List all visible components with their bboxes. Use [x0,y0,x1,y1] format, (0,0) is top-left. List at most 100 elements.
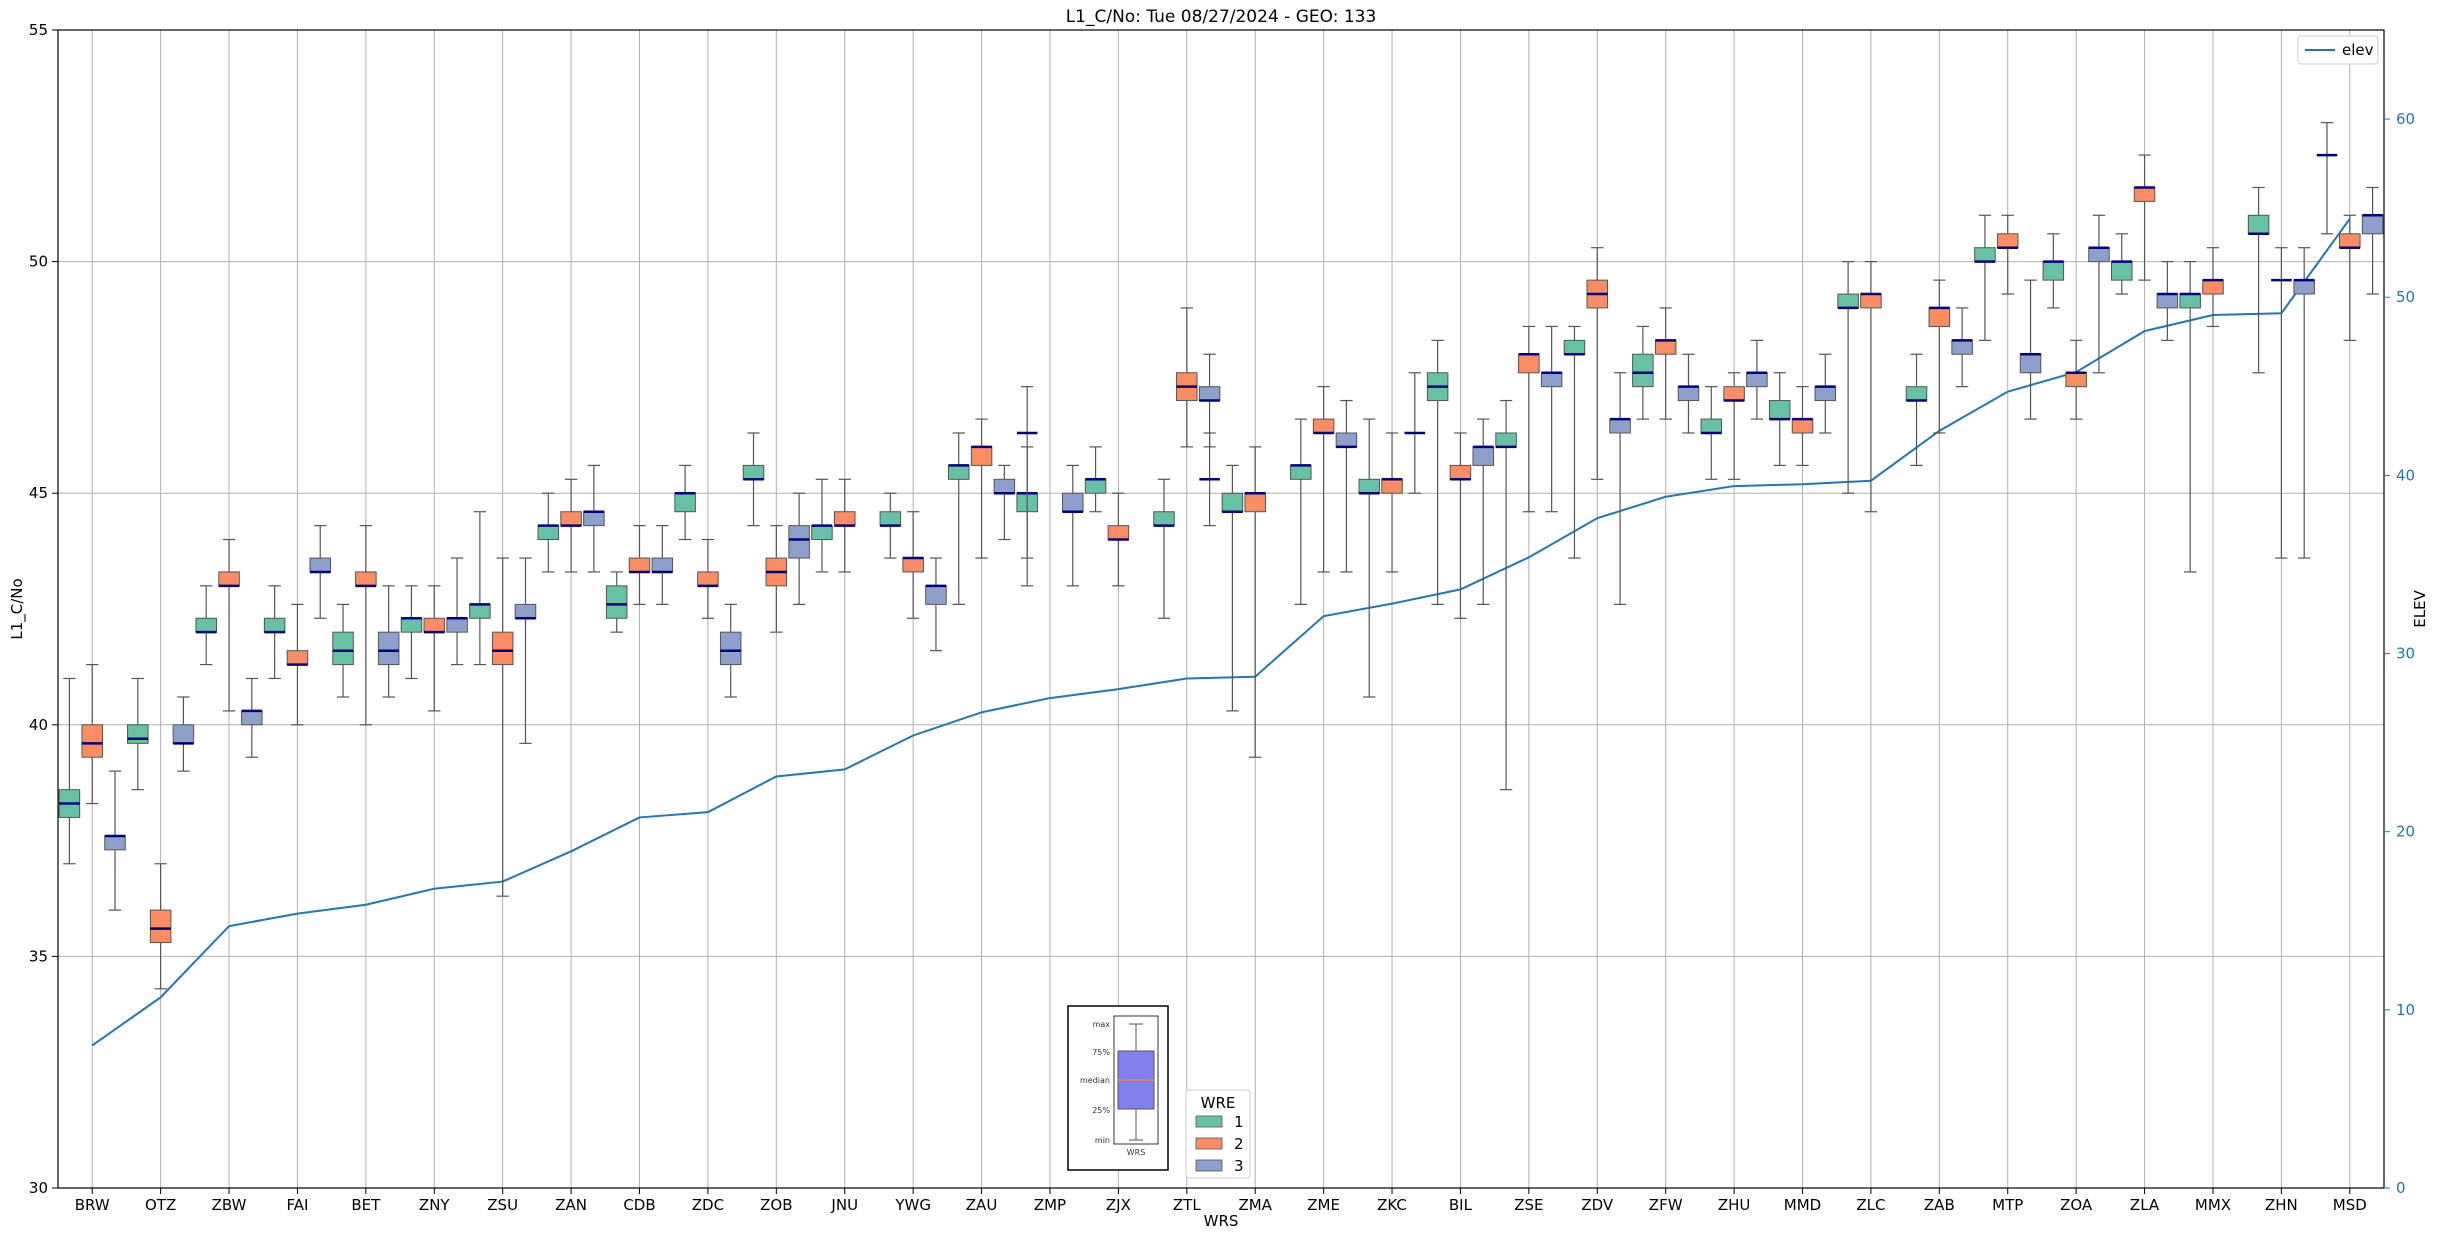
wre-legend-frame [1185,1089,1251,1179]
wre-legend-swatch [1195,1159,1223,1172]
x-tick-label: ZDC [692,1196,724,1214]
box-s2-body [423,617,446,633]
x-tick-label: ZTL [1173,1196,1201,1214]
x-tick-label: ZSE [1514,1196,1543,1214]
x-tick-label: ZNY [419,1196,450,1214]
elev-legend-frame [2297,35,2379,65]
box-s1-body [1563,339,1586,355]
box-s3-body [2019,353,2042,374]
wre-legend-label: 3 [1234,1157,1244,1175]
x-tick-label: BRW [75,1196,110,1214]
y2-axis-label: ELEV [2411,589,2429,627]
box-s2-body [560,511,582,527]
box-s3-body [446,617,468,633]
x-tick-label: ZHU [1718,1196,1751,1214]
box-s3-body [719,631,742,666]
x-tick-label: MSD [2333,1196,2367,1214]
box-s2-body [81,724,103,758]
x-tick-label: ZKC [1377,1196,1407,1214]
box-s3-body [1540,372,1563,388]
box-s3-body [583,511,605,527]
box-s1-body [605,585,628,619]
x-tick-label: ZME [1307,1196,1340,1214]
box-s1-body [1768,400,1791,420]
box-s3-body [925,585,947,605]
box-s2-body [1928,307,1951,327]
box-s1-body [1495,432,1517,448]
box-s1-body [263,617,286,633]
x-tick-label: OTZ [145,1196,176,1214]
x-tick-label: JNU [830,1196,858,1214]
box-s2-body [2065,372,2087,388]
x-tick-label: ZDV [1581,1196,1614,1214]
box-s2-body [902,557,924,573]
wre-legend-label: 2 [1234,1135,1244,1153]
x-tick-label: ZAB [1924,1196,1955,1214]
box-s1-body [1700,418,1723,434]
box-s2-body [1449,464,1472,480]
x-tick-label: BET [351,1196,381,1214]
box-s2-body [970,446,993,466]
box-s3-body [2361,214,2384,235]
box-s1-body [1905,386,1928,402]
box-s3-body [104,835,126,851]
key-label: 25% [1092,1106,1110,1115]
y-axis-label: L1_C/No [8,578,27,639]
y-tick-label: 40 [29,716,48,734]
x-tick-label: ZOB [760,1196,792,1214]
x-tick-label: MMX [2195,1196,2231,1214]
box-s3-body [651,557,674,573]
box-s2-body [2133,186,2156,202]
key-caption: WRS [1127,1148,1146,1157]
box-s2-body [218,571,240,587]
box-s2-body [1654,339,1677,355]
box-s2-body [1244,492,1266,513]
box-s2-body [1107,525,1130,541]
x-tick-label: BIL [1449,1196,1473,1214]
box-s3-body [1335,432,1358,448]
wre-legend-title: WRE [1201,1094,1236,1112]
key-label: median [1080,1076,1110,1085]
box-s1-body [1153,511,1175,527]
box-s3-body [514,603,537,619]
y2-tick-label: 50 [2396,288,2415,306]
y-tick-label: 55 [29,21,48,39]
box-s2-body [1518,353,1540,374]
y-tick-label: 50 [29,253,48,271]
key-label: max [1093,1020,1111,1029]
box-s1-body [947,464,970,480]
box-s2-body [355,571,377,587]
box-s3-body [172,724,195,744]
box-s1-body [1837,293,1859,309]
box-s1-body [537,525,560,541]
box-s2-body [1996,233,2019,249]
box-s1-body [1358,478,1380,494]
box-s3-body [2156,293,2179,309]
x-tick-label: ZLC [1856,1196,1885,1214]
box-s1-body [674,492,696,513]
x-axis-label: WRS [1204,1212,1239,1230]
y-tick-label: 45 [29,484,48,502]
key-inner-frame [1113,1015,1159,1145]
box-key-inset: max 75% median 25% min WRS [1067,1005,1169,1171]
box-s1-body [1084,478,1107,494]
box-s1-body [1632,353,1654,388]
box-layer [58,122,2384,990]
y-tick-label: 30 [29,1179,48,1197]
wre-legend-swatch [1195,1137,1223,1150]
box-s3-body [1609,418,1631,434]
box-s2-body [1312,418,1335,434]
key-label: min [1095,1136,1110,1145]
x-tick-label: MMD [1784,1196,1821,1214]
x-tick-label: ZMP [1034,1196,1066,1214]
box-s2-body [2202,279,2224,295]
box-s1-body [1221,492,1244,513]
x-tick-label: YWG [894,1196,931,1214]
box-s3-body [1951,339,1973,355]
box-s3-body [241,710,263,726]
box-s3-body [309,557,332,573]
key-label: 75% [1092,1048,1110,1057]
wre-legend: WRE 1 2 3 [1185,1089,1251,1179]
box-s3-body [1472,446,1495,466]
